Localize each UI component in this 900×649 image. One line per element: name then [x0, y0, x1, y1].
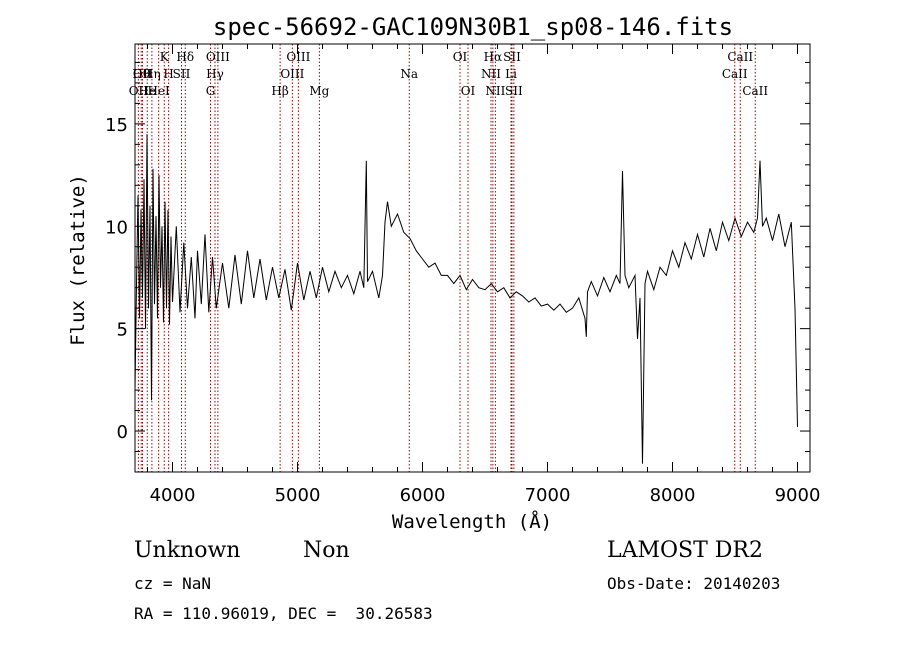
line-marker-label: Hθ [132, 67, 150, 81]
x-tick-label: 9000 [775, 485, 821, 506]
redshift-cz: cz = NaN [134, 574, 212, 593]
y-tick-label: 5 [117, 320, 128, 341]
line-marker-label: K [160, 50, 170, 64]
line-marker-label: Hγ [206, 67, 224, 81]
line-marker-labels: OIIHθOIIHeHηHeIKHSIIHδGHγOIIIHβOIIIOIIIM… [129, 50, 769, 98]
line-marker-label: OIII [286, 50, 310, 64]
line-marker-label: CaII [727, 50, 753, 64]
y-tick-label: 15 [105, 115, 128, 136]
x-tick-label: 8000 [650, 485, 696, 506]
line-marker-label: OII [129, 84, 149, 98]
chart-title: spec-56692-GAC109N30B1_sp08-146.fits [213, 13, 733, 41]
line-marker-label: Na [400, 67, 418, 81]
object-subclass: Non [303, 538, 350, 563]
line-marker-label: HeI [147, 84, 170, 98]
y-tick-label: 10 [105, 217, 128, 238]
line-marker-label: SII [173, 67, 191, 81]
line-marker-label: OI [461, 84, 476, 98]
line-marker-label: G [206, 84, 216, 98]
line-marker-label: H [163, 67, 173, 81]
line-marker-label: Li [505, 67, 517, 81]
line-markers [137, 44, 756, 472]
line-marker-label: NII [485, 84, 505, 98]
line-marker-label: Hβ [271, 84, 288, 98]
line-marker-label: OI [453, 50, 468, 64]
line-marker-label: SII [503, 50, 521, 64]
line-marker-label: Hδ [176, 50, 194, 64]
spectrum-line [134, 134, 798, 464]
y-axis-ticks: 0 5 10 15 [105, 61, 810, 453]
line-marker-label: OIII [280, 67, 304, 81]
object-class: Unknown [134, 538, 241, 563]
line-marker-label: Hη [143, 67, 161, 81]
obs-date: Obs-Date: 20140203 [607, 574, 781, 593]
line-marker-label: He [138, 84, 156, 98]
line-marker-label: SII [505, 84, 523, 98]
plot-frame [134, 43, 811, 473]
x-tick-label: 4000 [150, 485, 196, 506]
y-axis-label: Flux (relative) [67, 174, 89, 346]
line-marker-label: Mg [309, 84, 329, 98]
line-marker-label: CaII [722, 67, 748, 81]
ra-dec: RA = 110.96019, DEC = 30.26583 [134, 604, 433, 623]
line-marker-label: CaII [742, 84, 768, 98]
x-axis-ticks: 4000 5000 6000 7000 8000 9000 [147, 44, 821, 506]
line-marker-label: OIII [206, 50, 230, 64]
line-marker-label: OII [133, 67, 153, 81]
line-marker-label: NII [481, 67, 501, 81]
x-tick-label: 5000 [275, 485, 321, 506]
x-tick-label: 7000 [525, 485, 571, 506]
x-axis-label: Wavelength (Å) [392, 510, 552, 533]
y-tick-label: 0 [117, 422, 128, 443]
survey-name: LAMOST DR2 [607, 538, 763, 563]
x-tick-label: 6000 [400, 485, 446, 506]
line-marker-label: Hα [484, 50, 503, 64]
